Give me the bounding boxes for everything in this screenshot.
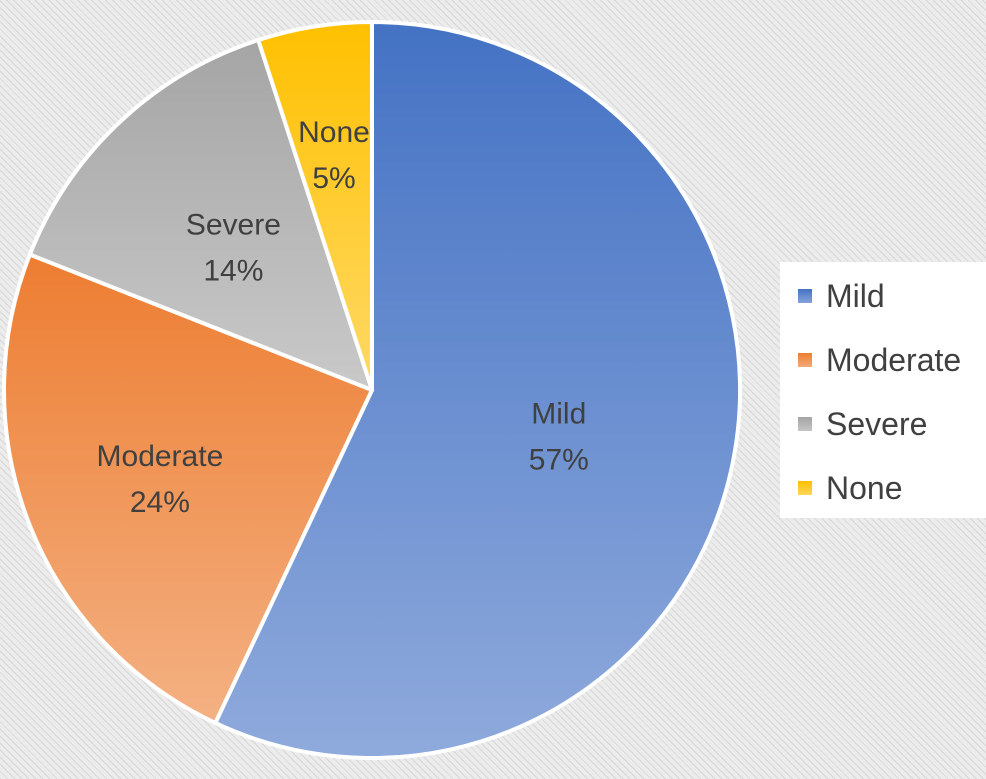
- slice-label-mild: Mild: [531, 398, 586, 431]
- slice-percent-none: 5%: [312, 162, 355, 195]
- legend-item-severe[interactable]: Severe: [798, 404, 927, 444]
- legend-swatch-none: [798, 481, 812, 495]
- slice-labels: Mild 57% Moderate 24% Severe 14% None 5%: [97, 116, 589, 519]
- slice-label-severe: Severe: [186, 209, 281, 242]
- legend: Mild Moderate Severe None: [780, 262, 986, 518]
- pie-slices: [2, 20, 742, 760]
- slice-percent-moderate: 24%: [130, 486, 190, 519]
- legend-item-moderate[interactable]: Moderate: [798, 340, 961, 380]
- legend-label-severe: Severe: [826, 405, 928, 442]
- pie-slice-none[interactable]: [256, 20, 374, 392]
- legend-swatch-mild: [798, 289, 812, 303]
- slice-percent-severe: 14%: [203, 255, 263, 288]
- legend-label-mild: Mild: [826, 277, 885, 314]
- slice-percent-mild: 57%: [529, 444, 589, 477]
- legend-label-moderate: Moderate: [826, 341, 962, 378]
- legend-swatch-severe: [798, 417, 812, 431]
- legend-label-none: None: [826, 469, 903, 506]
- slice-label-moderate: Moderate: [97, 440, 224, 473]
- legend-item-mild[interactable]: Mild: [798, 276, 885, 316]
- legend-swatch-moderate: [798, 353, 812, 367]
- slice-label-none: None: [298, 116, 370, 149]
- legend-item-none[interactable]: None: [798, 468, 903, 508]
- pie-slice-moderate[interactable]: [2, 252, 374, 725]
- pie-slice-mild[interactable]: [213, 20, 742, 760]
